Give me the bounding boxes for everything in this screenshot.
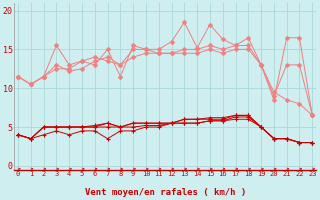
X-axis label: Vent moyen/en rafales ( km/h ): Vent moyen/en rafales ( km/h ) — [84, 188, 246, 197]
